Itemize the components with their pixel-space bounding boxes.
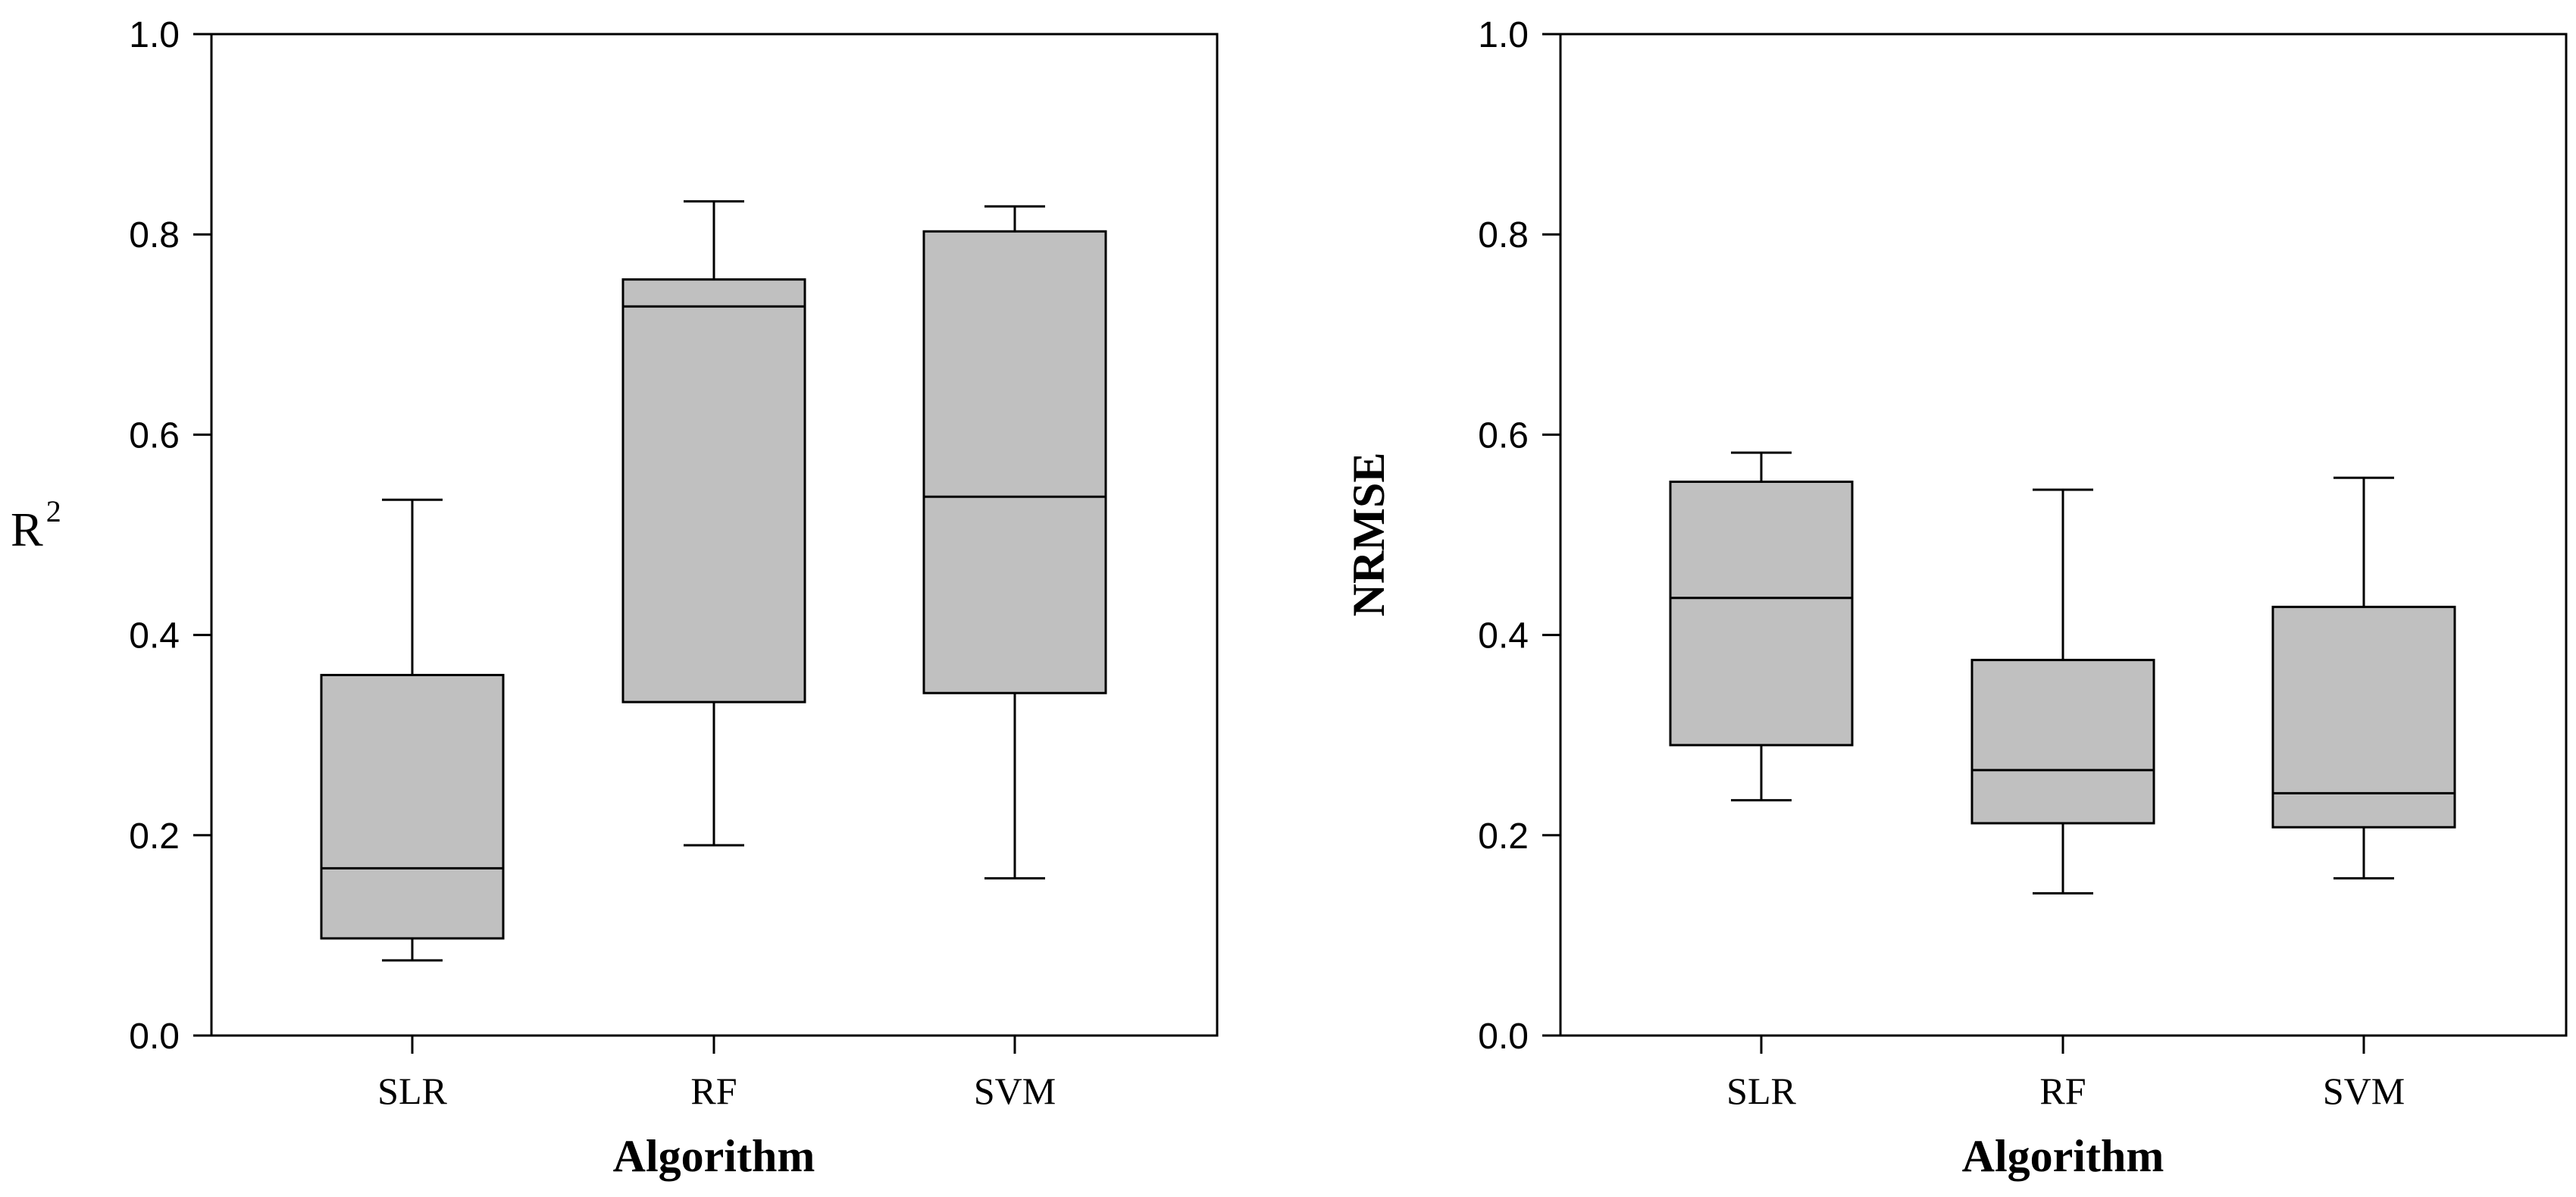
nrmse-y-axis-label: NRMSE (1344, 453, 1394, 617)
r2-iqr-box (922, 230, 1107, 694)
nrmse-boxes (1669, 451, 2456, 895)
r2-y-tick-label: 0.0 (129, 1017, 180, 1057)
nrmse-y-tick-label: 0.4 (1478, 616, 1529, 656)
r2-x-tick-label-svm: SVM (974, 1070, 1056, 1112)
r2-y-tick-label: 0.4 (129, 616, 180, 656)
nrmse-x-tick-label-rf: RF (2039, 1070, 2086, 1112)
r2-y-tick-label: 0.6 (129, 415, 180, 456)
nrmse-iqr-box (1669, 480, 1854, 747)
r2-x-tick-label-slr: SLR (377, 1070, 447, 1112)
r2-x-axis-label: Algorithm (613, 1131, 815, 1181)
nrmse-x-tick-label-svm: SVM (2323, 1070, 2405, 1112)
nrmse-x-axis-label: Algorithm (1962, 1131, 2164, 1181)
r2-iqr-box (621, 278, 806, 703)
nrmse-x-ticks: SLR RF SVM (1726, 1036, 2405, 1112)
nrmse-box-svm (2271, 476, 2456, 880)
r2-boxes (320, 200, 1107, 962)
r2-box-slr (320, 498, 505, 962)
nrmse-x-tick-label-slr: SLR (1726, 1070, 1796, 1112)
nrmse-box-slr (1669, 451, 1854, 802)
r2-iqr-box (320, 673, 505, 940)
r2-y-axis-label-base: R (11, 503, 43, 556)
nrmse-y-ticks: 0.0 0.2 0.4 0.6 0.8 1.0 (1478, 15, 1560, 1057)
nrmse-y-tick-label: 0.8 (1478, 215, 1529, 255)
nrmse-y-tick-label: 0.0 (1478, 1017, 1529, 1057)
nrmse-iqr-box (2271, 606, 2456, 829)
nrmse-box-rf (1970, 488, 2155, 895)
r2-y-axis-label-superscript: 2 (46, 494, 61, 528)
nrmse-y-tick-label: 1.0 (1478, 15, 1529, 55)
nrmse-y-tick-label: 0.2 (1478, 816, 1529, 857)
r2-y-tick-label: 1.0 (129, 15, 180, 55)
r2-y-tick-label: 0.8 (129, 215, 180, 255)
r2-x-ticks: SLR RF SVM (377, 1036, 1056, 1112)
r2-y-axis-label: R 2 (11, 494, 61, 556)
r2-box-svm (922, 205, 1107, 880)
nrmse-iqr-box (1970, 659, 2155, 825)
nrmse-y-tick-label: 0.6 (1478, 415, 1529, 456)
r2-y-tick-label: 0.2 (129, 816, 180, 857)
r2-x-tick-label-rf: RF (690, 1070, 737, 1112)
r2-boxplot-panel: 0.0 0.2 0.4 0.6 0.8 1.0 SLR RF SVM R 2 Algorith… (11, 15, 1219, 1181)
r2-box-rf (621, 200, 806, 847)
nrmse-boxplot-panel: 0.0 0.2 0.4 0.6 0.8 1.0 SLR RF SVM NRMSE Algori… (1344, 15, 2568, 1181)
r2-y-ticks: 0.0 0.2 0.4 0.6 0.8 1.0 (129, 15, 211, 1057)
